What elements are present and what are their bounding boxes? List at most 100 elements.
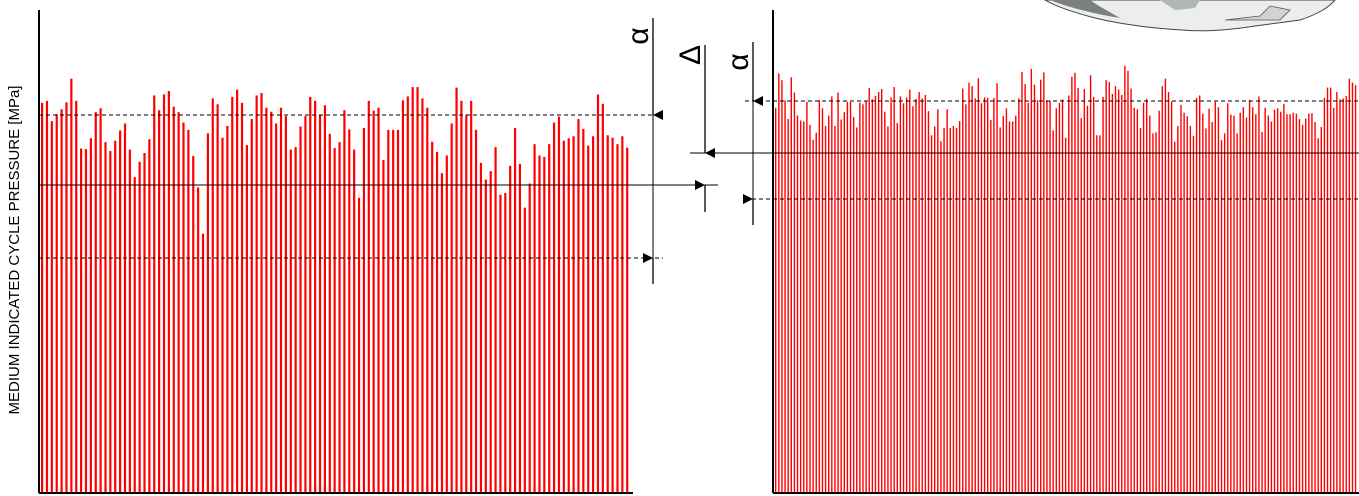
left-bar-63 <box>343 110 346 493</box>
right-bar-21 <box>837 92 839 492</box>
left-bar-34 <box>201 233 205 492</box>
right-bar-12 <box>809 124 811 492</box>
left-bar-57 <box>314 100 317 493</box>
right-bar-126 <box>1164 78 1167 492</box>
right-bar-125 <box>1161 86 1163 492</box>
right-bar-113 <box>1124 65 1126 493</box>
right-bar-155 <box>1255 114 1257 492</box>
right-bar-152 <box>1245 117 1248 492</box>
right-bar-153 <box>1248 99 1251 492</box>
right-bar-169 <box>1298 119 1301 492</box>
left-bar-86 <box>455 87 458 492</box>
right-bar-85 <box>1036 100 1039 493</box>
left-bar-104 <box>543 156 546 492</box>
right-bar-61 <box>962 88 964 492</box>
right-bar-14 <box>815 132 817 492</box>
left-bar-100 <box>523 207 526 492</box>
right-bar-13 <box>812 139 814 493</box>
right-alpha-dimension: α <box>722 42 763 225</box>
left-bar-9 <box>80 148 83 492</box>
right-bar-5 <box>787 119 789 492</box>
left-bar-53 <box>294 147 297 493</box>
turbine-image-fragment <box>1044 0 1336 32</box>
left-bar-4 <box>55 114 58 492</box>
left-bar-45 <box>255 95 258 492</box>
delta-dimension: Δ <box>674 45 715 212</box>
right-bar-118 <box>1139 127 1142 493</box>
right-bar-31 <box>868 88 870 492</box>
right-bar-136 <box>1195 97 1198 492</box>
left-bar-95 <box>499 194 502 492</box>
right-bar-67 <box>980 103 983 492</box>
right-bar-28 <box>859 102 861 492</box>
left-bar-50 <box>279 107 283 492</box>
right-bar-47 <box>918 92 920 492</box>
right-bar-105 <box>1099 135 1101 493</box>
right-bar-176 <box>1320 126 1322 492</box>
right-bar-49 <box>924 94 927 493</box>
right-bar-8 <box>796 115 799 493</box>
right-bar-11 <box>806 101 808 492</box>
right-bar-1 <box>775 107 777 492</box>
right-bar-72 <box>996 83 998 493</box>
left-bar-26 <box>162 94 166 493</box>
left-bar-24 <box>153 95 156 492</box>
right-bar-157 <box>1261 131 1263 493</box>
left-bar-42 <box>240 102 244 492</box>
left-alpha-dimension: α <box>622 18 663 284</box>
right-bar-160 <box>1270 121 1273 493</box>
right-bar-177 <box>1323 97 1326 492</box>
right-bar-164 <box>1283 103 1285 492</box>
left-bar-87 <box>460 100 463 493</box>
right-bar-140 <box>1208 108 1210 492</box>
left-bar-8 <box>75 100 78 493</box>
left-bar-83 <box>440 173 444 492</box>
right-bar-35 <box>881 89 883 493</box>
left-bar-46 <box>260 92 263 493</box>
left-bar-85 <box>450 123 453 493</box>
left-bar-5 <box>60 109 63 492</box>
left-bar-14 <box>104 142 107 492</box>
left-bar-93 <box>489 171 492 492</box>
left-bar-15 <box>109 151 112 493</box>
right-bar-149 <box>1236 133 1238 492</box>
right-bar-60 <box>958 121 961 492</box>
right-bar-112 <box>1121 94 1123 493</box>
right-bar-88 <box>1046 100 1048 493</box>
right-bar-33 <box>874 95 877 492</box>
right-bar-182 <box>1339 99 1341 492</box>
left-bar-60 <box>328 133 331 492</box>
right-bar-3 <box>781 80 783 492</box>
right-bar-187 <box>1354 85 1357 493</box>
left-bar-7 <box>70 78 73 492</box>
left-bar-51 <box>284 116 287 493</box>
left-bar-84 <box>445 155 448 492</box>
left-bar-20 <box>133 177 136 492</box>
right-bar-52 <box>934 126 936 492</box>
left-bar-96 <box>504 192 507 493</box>
right-bar-163 <box>1280 111 1282 493</box>
left-bar-54 <box>299 126 302 492</box>
right-bar-137 <box>1199 95 1201 492</box>
left-bar-64 <box>348 129 351 492</box>
right-bar-148 <box>1233 115 1235 493</box>
left-bar-35 <box>206 133 209 492</box>
left-bar-11 <box>89 138 92 492</box>
right-bar-30 <box>865 100 867 493</box>
left-bar-17 <box>119 130 122 492</box>
left-bar-32 <box>192 155 195 492</box>
left-bar-21 <box>138 161 141 492</box>
right-bar-24 <box>846 101 849 492</box>
left-bar-16 <box>114 140 117 492</box>
right-bar-108 <box>1108 82 1110 492</box>
left-bar-13 <box>99 108 102 493</box>
right-bar-106 <box>1102 96 1104 493</box>
right-bar-83 <box>1030 68 1033 492</box>
right-bar-175 <box>1317 138 1319 492</box>
right-bar-151 <box>1242 107 1245 492</box>
right-bar-6 <box>790 77 792 493</box>
right-bar-159 <box>1267 115 1269 493</box>
right-bar-25 <box>849 101 852 492</box>
left-bar-25 <box>158 110 161 493</box>
right-bar-107 <box>1105 80 1107 492</box>
